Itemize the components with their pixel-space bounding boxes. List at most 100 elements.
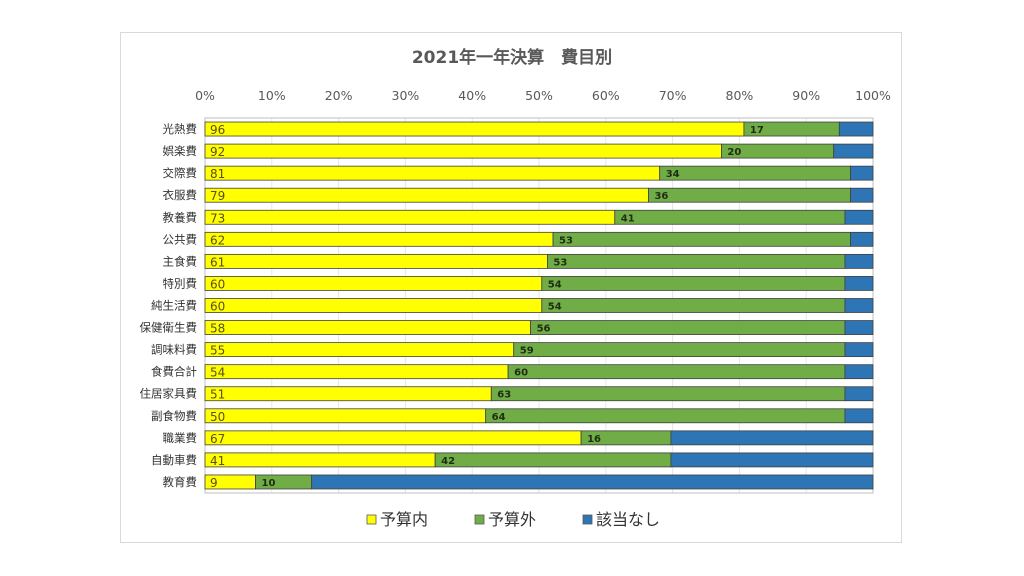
data-label: 67 <box>210 432 225 446</box>
bar-segment-over-budget <box>485 408 846 424</box>
category-label: 保健衛生費 <box>140 321 198 335</box>
data-label: 54 <box>548 279 562 290</box>
data-label: 61 <box>210 255 225 269</box>
data-label: 50 <box>210 410 225 424</box>
category-label: 特別費 <box>163 276 198 290</box>
data-label: 9 <box>210 476 218 490</box>
bar-segment-not-applicable <box>844 342 874 358</box>
bars <box>204 121 874 490</box>
x-tick-label: 50% <box>525 88 553 103</box>
data-label: 92 <box>210 145 225 159</box>
category-label: 公共費 <box>163 232 198 246</box>
bar-segment-in-budget <box>204 364 509 380</box>
bar-segment-in-budget <box>204 408 487 424</box>
legend-label: 該当なし <box>596 510 660 529</box>
bar-segment-over-budget <box>547 253 846 269</box>
data-label: 53 <box>553 257 567 268</box>
bar-segment-in-budget <box>204 187 649 203</box>
bar-segment-in-budget <box>204 342 515 358</box>
category-label: 職業費 <box>163 431 198 445</box>
data-label: 58 <box>210 322 225 336</box>
bar-segment-in-budget <box>204 452 436 468</box>
bar-segment-over-budget <box>530 320 846 335</box>
bar-segment-not-applicable <box>844 408 874 424</box>
data-label: 10 <box>262 478 276 489</box>
bar-segment-in-budget <box>204 276 543 291</box>
bar-segment-not-applicable <box>844 276 874 291</box>
bar-segment-not-applicable <box>844 253 874 269</box>
legend-swatch <box>366 514 377 525</box>
data-label: 60 <box>210 300 225 314</box>
bar-segment-not-applicable <box>311 474 874 490</box>
data-label: 42 <box>441 456 455 467</box>
x-tick-label: 100% <box>855 88 891 103</box>
stacked-bar-chart: 2021年一年決算 費目別 0% 10% 20% 30% 40% 50% 60% 70% 80%… <box>140 47 891 529</box>
legend-swatch <box>474 514 485 525</box>
bar-segment-over-budget <box>507 364 846 380</box>
bar-segment-not-applicable <box>838 121 874 137</box>
data-label: 41 <box>621 213 635 224</box>
data-label: 20 <box>727 147 741 158</box>
category-label: 教養費 <box>163 210 198 224</box>
data-label: 56 <box>537 324 551 335</box>
x-tick-label: 90% <box>792 88 820 103</box>
category-label: 調味料費 <box>151 343 197 357</box>
x-tick-label: 30% <box>392 88 420 103</box>
data-labels: 96 17 92 20 81 34 79 36 73 41 62 53 61 53 60 54 60 54 58 56… <box>210 123 764 490</box>
category-label: 主食費 <box>163 254 198 268</box>
data-label: 54 <box>548 302 562 313</box>
data-label: 34 <box>666 169 680 180</box>
legend-swatch <box>582 514 593 525</box>
x-tick-label: 0% <box>195 88 215 103</box>
data-label: 60 <box>514 368 528 379</box>
category-label: 教育費 <box>163 475 198 489</box>
category-label: 住居家具費 <box>140 387 198 401</box>
category-label: 副食物費 <box>151 409 197 423</box>
bar-segment-not-applicable <box>670 452 874 468</box>
data-label: 41 <box>210 454 225 468</box>
bar-segment-over-budget <box>552 231 851 247</box>
legend: 予算内 予算外 該当なし <box>366 510 660 529</box>
data-label: 59 <box>520 346 534 357</box>
bar-segment-in-budget <box>204 320 531 335</box>
bar-segment-over-budget <box>659 165 851 181</box>
bar-segment-over-budget <box>648 187 851 203</box>
bar-segment-not-applicable <box>844 209 874 225</box>
data-label: 63 <box>497 390 511 401</box>
bar-segment-in-budget <box>204 231 554 247</box>
bar-segment-not-applicable <box>850 187 874 203</box>
data-label: 36 <box>654 191 668 202</box>
x-tick-label: 70% <box>659 88 687 103</box>
data-label: 81 <box>210 167 225 181</box>
chart-title: 2021年一年決算 費目別 <box>412 47 612 68</box>
bar-segment-in-budget <box>204 430 582 446</box>
x-tick-label: 20% <box>325 88 353 103</box>
legend-label: 予算外 <box>488 510 536 529</box>
x-tick-label: 60% <box>592 88 620 103</box>
bar-segment-not-applicable <box>844 364 874 380</box>
data-label: 73 <box>210 211 225 225</box>
bar-segment-in-budget <box>204 253 548 269</box>
bar-segment-in-budget <box>204 143 722 159</box>
data-label: 54 <box>210 366 225 380</box>
bar-segment-not-applicable <box>844 298 874 313</box>
chart-frame: 2021年一年決算 費目別 0% 10% 20% 30% 40% 50% 60% 70% 80%… <box>120 32 902 543</box>
data-label: 96 <box>210 123 225 137</box>
bar-segment-in-budget <box>204 386 492 402</box>
bar-segment-not-applicable <box>850 165 874 181</box>
x-tick-label: 40% <box>458 88 486 103</box>
bar-segment-over-budget <box>541 298 846 313</box>
data-label: 64 <box>492 412 506 423</box>
data-label: 16 <box>587 434 601 445</box>
bar-segment-not-applicable <box>844 386 874 402</box>
category-label: 交際費 <box>163 166 198 180</box>
category-label: 光熱費 <box>163 122 198 136</box>
data-label: 62 <box>210 233 225 247</box>
category-labels: 光熱費娯楽費交際費衣服費教養費公共費主食費特別費純生活費保健衛生費調味料費食費合… <box>140 122 198 489</box>
bar-segment-over-budget <box>513 342 846 358</box>
bar-segment-over-budget <box>541 276 846 291</box>
bar-segment-not-applicable <box>850 231 874 247</box>
category-label: 娯楽費 <box>163 144 198 158</box>
data-label: 17 <box>750 125 764 136</box>
bar-segment-not-applicable <box>833 143 874 159</box>
